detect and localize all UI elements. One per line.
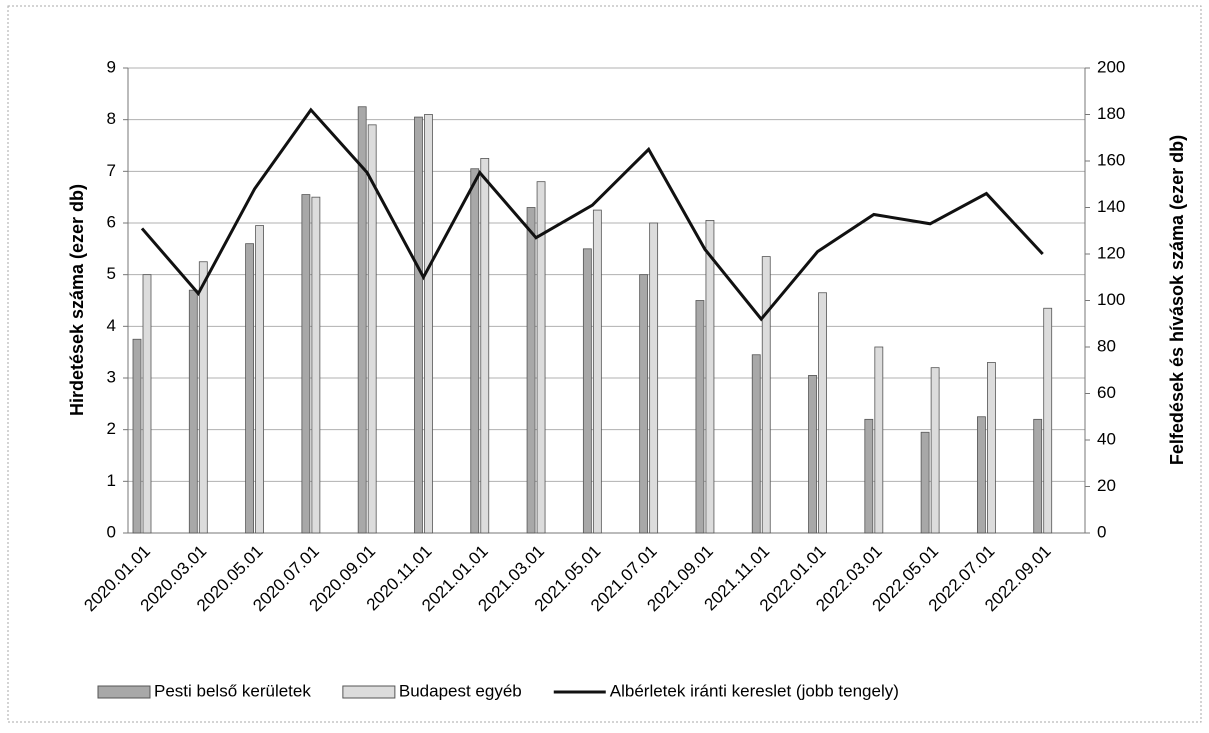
bar	[705, 220, 715, 534]
y-tick-label: 7	[107, 161, 116, 180]
y-tick-label: 9	[107, 57, 116, 76]
legend-label: Albérletek iránti kereslet (jobb tengely…	[610, 681, 899, 700]
bar	[695, 300, 705, 534]
y-tick-label: 5	[107, 264, 116, 283]
bar	[470, 168, 480, 534]
bar	[198, 261, 208, 534]
y-tick-label: 4	[107, 316, 116, 335]
legend-label: Budapest egyéb	[399, 681, 522, 700]
bar	[987, 362, 996, 534]
y-tick-label: 3	[107, 367, 116, 386]
bar	[639, 274, 649, 534]
bar	[424, 114, 433, 534]
bar	[930, 367, 940, 534]
bar	[977, 416, 986, 534]
y-tick-label: 6	[107, 212, 116, 231]
bar	[480, 158, 490, 534]
y2-axis-label: Felfedések és hívások száma (ezer db)	[1167, 135, 1187, 465]
y2-tick-label: 120	[1097, 243, 1125, 262]
bar	[526, 207, 536, 534]
bar	[874, 346, 884, 534]
bar	[132, 338, 142, 534]
y-tick-label: 8	[107, 109, 116, 128]
bar	[582, 248, 592, 534]
line-series	[140, 107, 1044, 322]
chart-frame	[7, 5, 1202, 723]
bar	[311, 196, 321, 534]
legend-swatch	[97, 685, 151, 699]
y2-tick-label: 20	[1097, 476, 1116, 495]
bar	[367, 124, 377, 534]
bar	[920, 431, 930, 534]
y2-tick-label: 0	[1097, 522, 1106, 541]
bar	[592, 209, 602, 534]
y2-tick-label: 100	[1097, 290, 1125, 309]
y2-tick-label: 200	[1097, 57, 1125, 76]
bar	[188, 289, 198, 534]
bar	[142, 274, 152, 534]
bar	[808, 375, 817, 534]
bar	[751, 354, 761, 534]
y2-tick-label: 40	[1097, 429, 1116, 448]
bar	[818, 292, 827, 534]
y2-tick-label: 180	[1097, 104, 1125, 123]
bar	[1033, 418, 1043, 534]
y2-tick-label: 60	[1097, 383, 1116, 402]
y-axis-label: Hirdetések száma (ezer db)	[67, 184, 87, 416]
legend-label: Pesti belső kerületek	[154, 681, 311, 700]
bar	[864, 418, 874, 534]
bar	[245, 243, 254, 534]
bar	[536, 181, 546, 534]
bar	[255, 225, 264, 534]
y2-tick-label: 80	[1097, 336, 1116, 355]
bar	[1043, 307, 1053, 534]
bar	[414, 116, 423, 534]
legend-swatch	[342, 685, 396, 699]
y-tick-label: 2	[107, 419, 116, 438]
y2-tick-label: 140	[1097, 197, 1125, 216]
bar	[301, 194, 311, 534]
bar	[761, 256, 771, 534]
y2-tick-label: 160	[1097, 150, 1125, 169]
bar	[357, 106, 367, 534]
bar	[649, 222, 659, 534]
y-tick-label: 1	[107, 471, 116, 490]
y-tick-label: 0	[107, 522, 116, 541]
